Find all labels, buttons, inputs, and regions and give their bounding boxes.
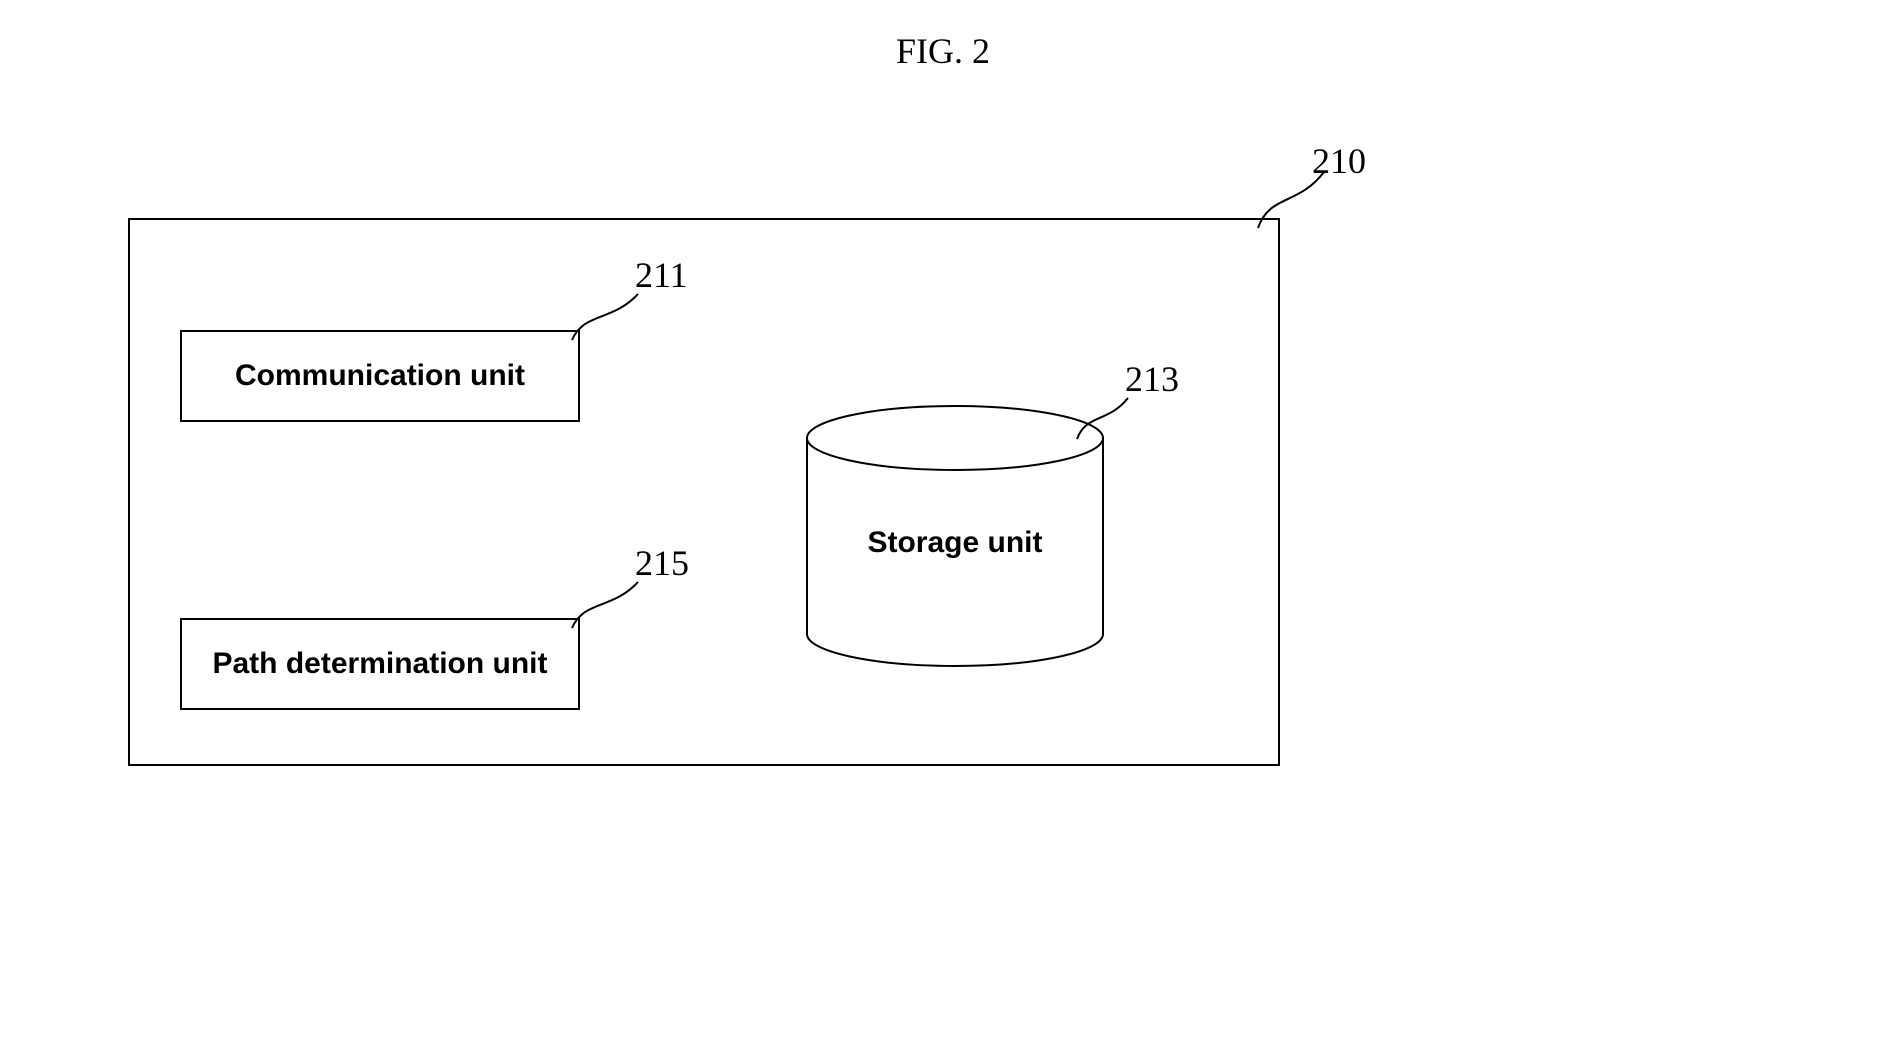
communication-unit-label: Communication unit <box>235 359 525 393</box>
path-determination-unit-label: Path determination unit <box>212 647 547 681</box>
path-determination-unit-curve <box>570 580 640 630</box>
storage-unit-label: Storage unit <box>807 526 1103 560</box>
communication-unit-curve <box>570 292 640 342</box>
figure-title: FIG. 2 <box>896 30 990 72</box>
storage-unit-curve <box>1075 396 1130 441</box>
communication-unit-callout: 211 <box>635 254 688 296</box>
communication-unit-box: Communication unit <box>180 330 580 422</box>
outer-callout-curve <box>1256 170 1326 230</box>
path-determination-unit-callout: 215 <box>635 542 689 584</box>
path-determination-unit-box: Path determination unit <box>180 618 580 710</box>
storage-unit-callout: 213 <box>1125 358 1179 400</box>
